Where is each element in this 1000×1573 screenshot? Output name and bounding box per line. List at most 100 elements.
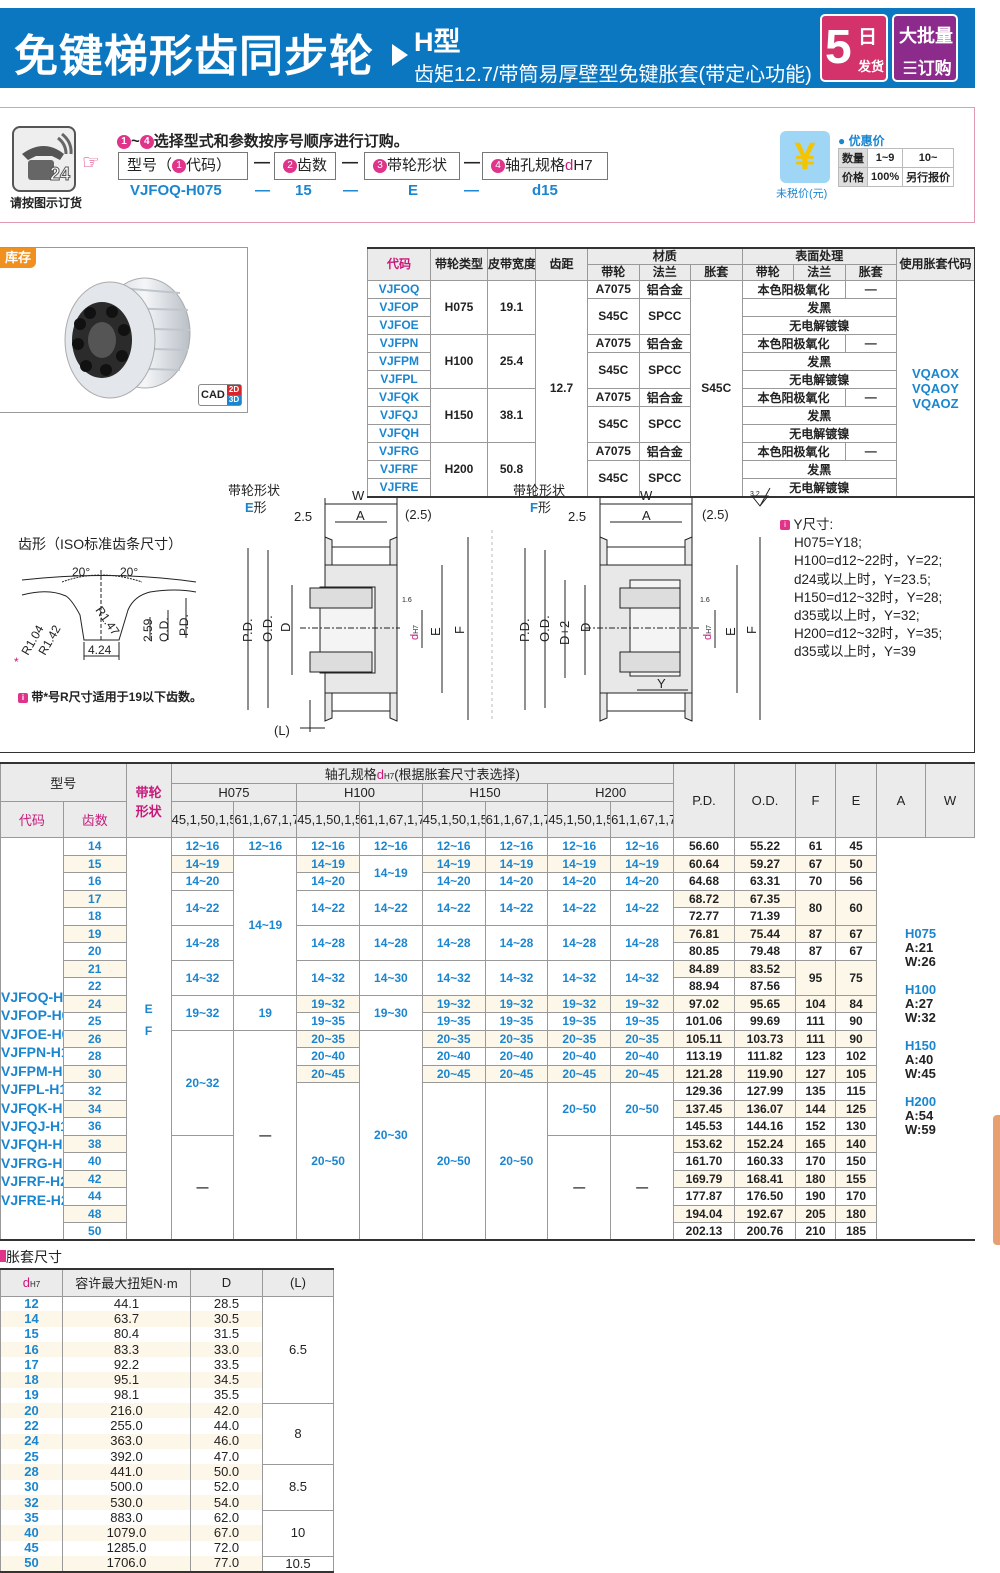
f-value: 170 <box>795 1152 836 1171</box>
pitch-diameter: 177.87 <box>673 1187 735 1206</box>
step-number: 4 <box>139 135 154 150</box>
bore-range: 20~50 <box>610 1082 674 1136</box>
e-value: 67 <box>835 942 877 961</box>
table-row: 28 441.0 50.0 8.5 <box>0 1464 334 1511</box>
bore-range: 14~19 <box>484 854 549 873</box>
table-row: 代码 带轮类型 皮带宽度 齿距 材质 表面处理 使用胀套代码 <box>367 247 975 281</box>
f-value: 144 <box>795 1099 836 1118</box>
teeth-count: 26 <box>62 1029 127 1048</box>
bore-d: 35 <box>0 1510 63 1526</box>
dim-od: O.D. <box>537 615 552 642</box>
cad-2d: 2D <box>227 385 241 395</box>
w-value: W:26 <box>905 953 936 969</box>
bore-range: 20~35 <box>296 1029 360 1048</box>
flange-material: 铝合金 <box>638 333 691 353</box>
bushing-L: 6.5 <box>262 1296 334 1404</box>
dim-pd: P.D. <box>517 618 532 642</box>
dim-dh7: H7 <box>706 625 713 634</box>
outer-diameter: 63.31 <box>734 872 796 891</box>
order-instruction: 1 ~4 选择型式和参数按序号顺序进行订购。 <box>117 130 409 151</box>
table-row: 42 169.79 168.41 180 155 <box>1 1169 975 1188</box>
outer-diameter: 168.41 <box>734 1169 796 1188</box>
price-value: 另行报价 <box>902 167 955 187</box>
product-code: VJFRG <box>367 441 431 461</box>
bore-range: 20~40 <box>296 1047 360 1066</box>
field-label: 带轮形状 <box>387 157 448 174</box>
table-row: H075 H100 H150 H200 <box>1 783 975 802</box>
table-row: 24 19~32 19 19~32 19~30 19~32 19~32 19~32 19~32 9… <box>1 994 975 1031</box>
bore-d: 24 <box>0 1433 63 1449</box>
outer-diameter: 71.39 <box>734 907 796 926</box>
field-teeth: 2 齿数 <box>274 152 336 180</box>
dim-l: (L) <box>274 723 290 738</box>
table-row: 30 500.0 52.0 <box>0 1479 334 1495</box>
bore-range: 14~19 <box>547 854 612 873</box>
bore-d: 40 <box>0 1525 63 1541</box>
bore-range: 14~22 <box>358 889 423 926</box>
bore-range: 14~32 <box>296 959 360 996</box>
col-e-shape: 45,1,50,1,56,1,60,2,67,1,67,1,75,2,84,1,… <box>421 801 486 838</box>
teeth-count: 24 <box>62 994 127 1013</box>
bore-range: 19~35 <box>610 1012 674 1031</box>
product-code: VJFQJ-H150 <box>1 1117 62 1134</box>
max-torque: 255.0 <box>62 1418 191 1434</box>
table-row: 34 137.45 136.07 144 125 <box>1 1099 975 1118</box>
f-shape-title: 带轮形状 <box>513 483 566 498</box>
col-f-shape: 61,1,67,1,70,1,80,2,87,1,87,1,95,2,104,1… <box>484 801 549 838</box>
f-value: 87 <box>795 924 836 943</box>
y-note-line: d24或以上时，Y=23.5; <box>794 571 931 587</box>
product-code: VJFOQ-H075 <box>1 989 64 1006</box>
separator: — <box>343 182 358 199</box>
col-code: 代码 <box>367 247 431 281</box>
shape-letter: F <box>530 500 538 515</box>
section-marker <box>0 1250 6 1262</box>
max-torque: 441.0 <box>62 1464 191 1480</box>
bushing-D: 77.0 <box>190 1556 263 1572</box>
bore-d: 45 <box>0 1540 63 1557</box>
field-model-code: 型号（ 1 代码） <box>118 152 248 180</box>
outer-diameter: 59.27 <box>734 854 796 873</box>
bore-range: 19~32 <box>421 994 486 1013</box>
a-value: A:40 <box>905 1051 934 1067</box>
product-code: VJFQK <box>367 387 431 407</box>
cad-3d: 3D <box>227 395 241 405</box>
bore-d: 20 <box>0 1403 63 1419</box>
col-e-shape: 45,1,50,1,56,1,60,2,67,1,67,1,75,2,84,1,… <box>296 801 360 838</box>
table-row: 17 14~22 14~22 14~22 14~22 14~22 14~22 14~22 68.… <box>1 889 975 926</box>
max-torque: 1079.0 <box>62 1525 191 1541</box>
y-note-line: d35或以上时，Y=39 <box>794 644 916 660</box>
bushing-D: 67.0 <box>190 1525 263 1541</box>
cad-download-badge[interactable]: CAD 2D 3D <box>198 384 242 406</box>
bushing-L: 10 <box>262 1510 334 1557</box>
bore-range: 14~19 <box>610 854 674 873</box>
e-value: 67 <box>835 924 877 943</box>
bore-range: 14~28 <box>610 924 674 961</box>
col-pitch: 齿距 <box>535 247 588 281</box>
flange-material: 铝合金 <box>638 279 691 299</box>
e-shape-drawing <box>247 498 469 732</box>
table-row: 型号 带轮形状 轴孔规格dH7(根据胀套尺寸表选择) P.D. O.D. F E A W <box>0 762 975 838</box>
separator: — <box>255 182 270 199</box>
side-tab[interactable] <box>993 1115 1000 1245</box>
yen-icon: ¥ <box>780 131 830 183</box>
dim-a: A <box>356 508 365 523</box>
bore-d: 15 <box>0 1326 63 1342</box>
table-row: VJFOE 无电解镀镍 <box>367 315 975 335</box>
bore-range: 20~40 <box>421 1047 486 1066</box>
bulk-order-badge: 大批量 ☰订购 <box>892 14 958 82</box>
technical-drawings: 20° 20° * R1.04 R1.42 R1.47 2.59 O.D. P.… <box>14 487 771 738</box>
outer-diameter: 83.52 <box>734 959 796 978</box>
bore-label: 轴孔规格 <box>324 767 377 782</box>
pulley-photo <box>64 277 191 399</box>
aw-type: H150 <box>905 1037 937 1053</box>
dim-pd: P.D. <box>240 618 255 642</box>
bore-range: 14~32 <box>610 959 674 996</box>
y-note-line: H150=d12~32时，Y=28; <box>794 589 943 605</box>
table-row: VJFPM S45C SPCC 发黑 <box>367 351 975 389</box>
bore-range: 14~32 <box>170 959 235 996</box>
bushing-title: 胀套尺寸 <box>0 1247 62 1267</box>
outer-diameter: 111.82 <box>734 1047 796 1066</box>
col-sub: 带轮 <box>587 263 640 281</box>
y-note-line: H200=d12~32时，Y=35; <box>794 626 943 642</box>
arrow-icon <box>392 44 408 66</box>
